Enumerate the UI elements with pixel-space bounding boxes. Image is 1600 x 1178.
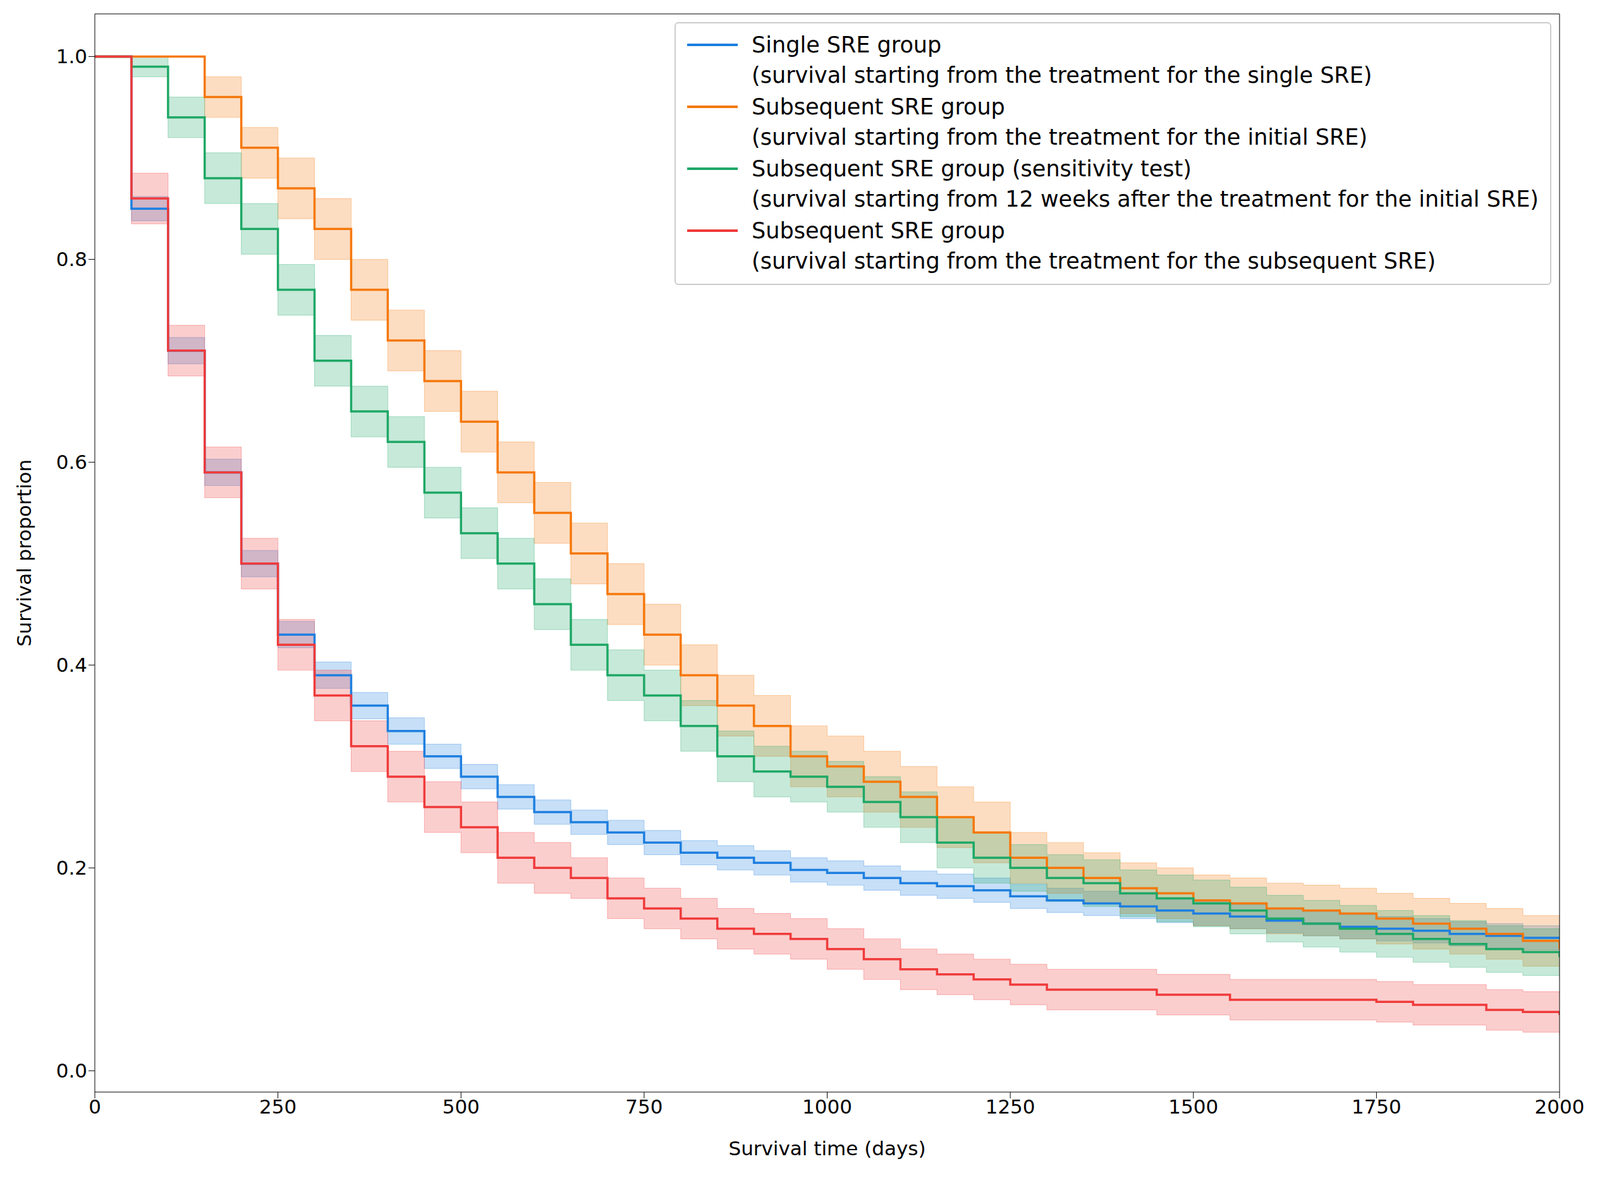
svg-text:750: 750 bbox=[625, 1095, 663, 1119]
svg-text:1.0: 1.0 bbox=[56, 44, 88, 68]
html-text:Subsequent SRE group (sensitiv: Subsequent SRE group (sensitivity test) bbox=[751, 156, 1192, 182]
html-text:(survival starting from the tr: (survival starting from the treatment fo… bbox=[751, 62, 1373, 88]
svg-text:Survival proportion: Survival proportion bbox=[12, 459, 36, 647]
svg-text:0.8: 0.8 bbox=[56, 247, 88, 271]
svg-text:250: 250 bbox=[259, 1095, 297, 1119]
svg-text:0.6: 0.6 bbox=[56, 450, 88, 474]
svg-text:1250: 1250 bbox=[985, 1095, 1036, 1119]
svg-text:1500: 1500 bbox=[1168, 1095, 1219, 1119]
svg-text:0: 0 bbox=[88, 1095, 102, 1119]
svg-text:0.2: 0.2 bbox=[56, 856, 88, 880]
svg-text:500: 500 bbox=[442, 1095, 480, 1119]
html-text:(survival starting from the tr: (survival starting from the treatment fo… bbox=[751, 124, 1368, 150]
svg-text:0.0: 0.0 bbox=[56, 1059, 88, 1083]
svg-text:1750: 1750 bbox=[1351, 1095, 1402, 1119]
html-text:Single SRE group: Single SRE group bbox=[751, 32, 942, 58]
html-text:Subsequent SRE group: Subsequent SRE group bbox=[751, 218, 1006, 244]
svg-text:2000: 2000 bbox=[1534, 1095, 1585, 1119]
svg-text:1000: 1000 bbox=[802, 1095, 853, 1119]
html-text:(survival starting from the tr: (survival starting from the treatment fo… bbox=[751, 248, 1436, 274]
svg-text:0.4: 0.4 bbox=[56, 653, 88, 677]
svg-text:Survival time (days): Survival time (days) bbox=[728, 1137, 926, 1161]
html-text:Subsequent SRE group: Subsequent SRE group bbox=[751, 94, 1006, 120]
html-text:(survival starting from 12 wee: (survival starting from 12 weeks after t… bbox=[751, 186, 1539, 212]
